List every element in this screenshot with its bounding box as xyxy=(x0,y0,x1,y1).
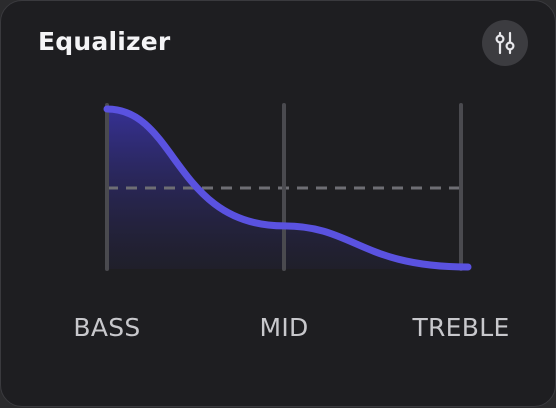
settings-button[interactable] xyxy=(482,20,528,66)
sliders-icon xyxy=(495,31,515,55)
band-label-treble: TREBLE xyxy=(412,313,510,342)
band-tracks xyxy=(105,103,463,271)
band-label-mid: MID xyxy=(259,313,309,342)
curve-fill xyxy=(107,109,468,269)
page-title: Equalizer xyxy=(38,27,171,56)
equalizer-curve[interactable] xyxy=(103,105,472,271)
band-label-bass: BASS xyxy=(73,313,141,342)
